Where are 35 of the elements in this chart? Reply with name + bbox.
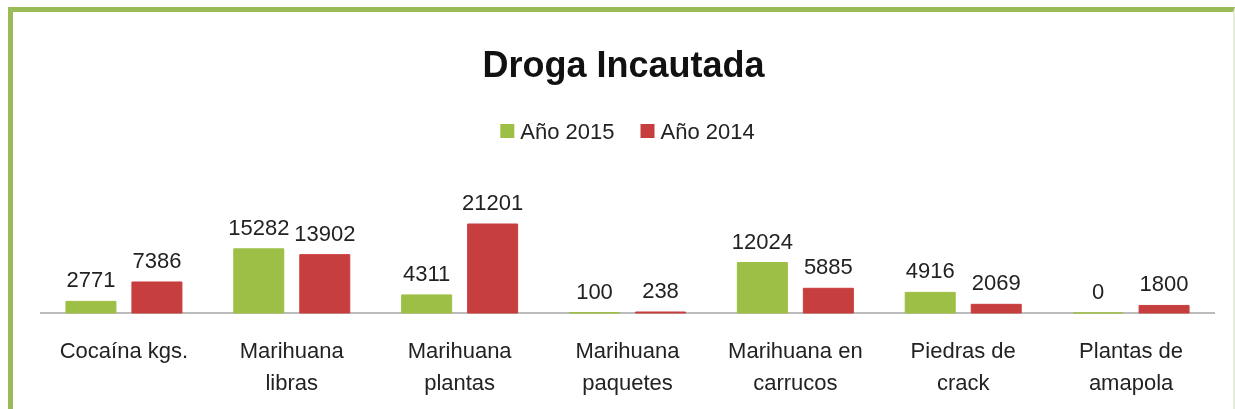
data-label: 15282 [228, 214, 290, 240]
x-tick-label: Marihuana plantas [407, 338, 513, 395]
legend-label: Año 2015 [520, 118, 615, 144]
bar [970, 303, 1022, 314]
chart-title: Droga Incautada [482, 44, 766, 85]
data-label: 4916 [905, 258, 955, 284]
bar [233, 248, 285, 314]
data-label: 4311 [402, 260, 451, 286]
data-label: 1800 [1139, 271, 1189, 297]
data-label: 7386 [132, 247, 182, 273]
x-tick-label: Piedras de crack [910, 338, 1016, 395]
bar [904, 291, 956, 314]
x-tick-label: Plantas de amapola [1079, 338, 1184, 395]
bar [401, 294, 453, 314]
x-tick-label: Marihuana paquetes [575, 338, 681, 395]
bar [736, 262, 788, 314]
data-label: 5885 [803, 254, 853, 280]
x-tick-label: Cocaína kgs. [59, 338, 189, 363]
data-label: 238 [642, 278, 679, 303]
x-tick-label: Marihuana en carrucos [728, 338, 863, 395]
data-label: 12024 [731, 228, 793, 254]
x-tick-label: Marihuana libras [239, 338, 345, 395]
data-label: 2771 [66, 267, 116, 293]
bar [131, 281, 183, 314]
data-label: 0 [1091, 279, 1105, 304]
bar [65, 300, 117, 314]
data-label: 100 [576, 278, 613, 304]
bar [299, 254, 351, 314]
bar [802, 287, 854, 314]
legend-label: Año 2014 [660, 118, 755, 144]
data-label: 2069 [971, 270, 1021, 296]
data-label: 21201 [462, 190, 524, 215]
bar [1138, 304, 1190, 314]
bar [467, 223, 519, 314]
data-label: 13902 [294, 220, 356, 246]
